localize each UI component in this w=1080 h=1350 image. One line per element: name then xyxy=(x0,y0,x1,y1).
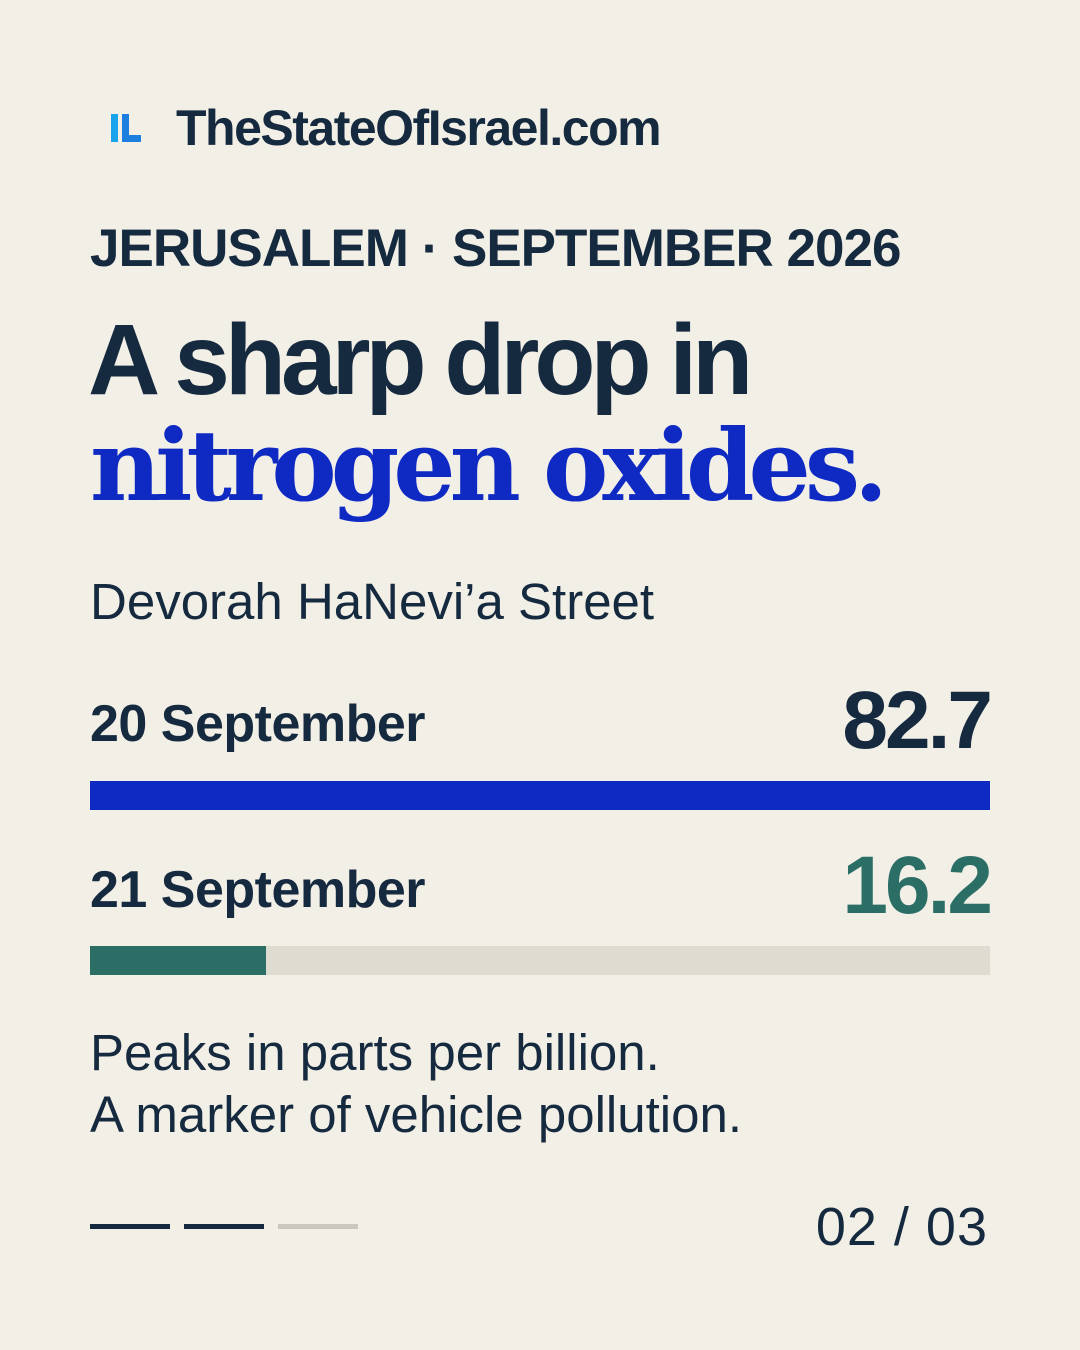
reading-date-2: 21 September xyxy=(90,861,426,919)
reading-value-1: 82.7 xyxy=(842,675,993,766)
brand-header: TheStateOfIsrael.com xyxy=(108,96,662,160)
reading-bar-fill-2 xyxy=(90,946,267,975)
headline-line-2: nitrogen oxides. xyxy=(90,409,888,524)
brand-name: TheStateOfIsrael.com xyxy=(176,100,662,156)
location-date-kicker: JERUSALEM · SEPTEMBER 2026 xyxy=(90,219,901,278)
footnote-line-1: Peaks in parts per billion. xyxy=(90,1024,660,1081)
reading-bar-fill-1 xyxy=(90,781,990,810)
reading-bar-track-1 xyxy=(90,781,990,810)
street-name: Devorah HaNevi’a Street xyxy=(90,573,655,630)
reading-date-1: 20 September xyxy=(90,695,426,753)
israel-logo-icon xyxy=(111,114,141,142)
page-counter: 02 / 03 xyxy=(815,1197,988,1257)
footnote: Peaks in parts per billion. A marker of … xyxy=(90,1022,742,1146)
pagination-indicator xyxy=(90,1224,372,1229)
reading-value-2: 16.2 xyxy=(842,840,993,931)
page-indicator-dash xyxy=(90,1224,170,1229)
footnote-line-2: A marker of vehicle pollution. xyxy=(90,1086,742,1143)
reading-bar-track-2 xyxy=(90,946,990,975)
page-indicator-dash xyxy=(278,1224,358,1229)
page-indicator-dash xyxy=(184,1224,264,1229)
headline-line-1: A sharp drop in xyxy=(88,304,753,416)
